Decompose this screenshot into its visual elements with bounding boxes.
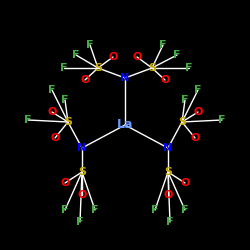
Text: N: N bbox=[164, 143, 172, 153]
Text: F: F bbox=[159, 40, 167, 50]
Text: S: S bbox=[78, 167, 86, 177]
Text: La: La bbox=[117, 118, 133, 132]
Text: F: F bbox=[151, 205, 159, 215]
Text: F: F bbox=[72, 50, 80, 60]
Text: F: F bbox=[61, 95, 69, 105]
Text: F: F bbox=[60, 63, 68, 73]
Text: F: F bbox=[194, 85, 202, 95]
Text: F: F bbox=[91, 205, 99, 215]
Text: O: O bbox=[108, 52, 118, 62]
Text: F: F bbox=[185, 63, 193, 73]
Text: F: F bbox=[86, 40, 94, 50]
Text: F: F bbox=[48, 85, 56, 95]
Text: N: N bbox=[120, 73, 130, 83]
Text: S: S bbox=[178, 117, 186, 127]
Text: O: O bbox=[193, 107, 203, 117]
Text: F: F bbox=[76, 217, 84, 227]
Text: O: O bbox=[77, 190, 87, 200]
Text: S: S bbox=[148, 63, 156, 73]
Text: O: O bbox=[163, 190, 173, 200]
Text: S: S bbox=[94, 63, 102, 73]
Text: O: O bbox=[60, 178, 70, 188]
Text: F: F bbox=[181, 95, 189, 105]
Text: F: F bbox=[173, 50, 181, 60]
Text: O: O bbox=[132, 52, 142, 62]
Text: O: O bbox=[47, 107, 57, 117]
Text: F: F bbox=[181, 205, 189, 215]
Text: O: O bbox=[50, 133, 60, 143]
Text: O: O bbox=[190, 133, 200, 143]
Text: F: F bbox=[24, 115, 32, 125]
Text: O: O bbox=[80, 75, 90, 85]
Text: S: S bbox=[64, 117, 72, 127]
Text: S: S bbox=[164, 167, 172, 177]
Text: N: N bbox=[78, 143, 87, 153]
Text: F: F bbox=[61, 205, 69, 215]
Text: F: F bbox=[166, 217, 174, 227]
Text: F: F bbox=[218, 115, 226, 125]
Text: O: O bbox=[160, 75, 170, 85]
Text: O: O bbox=[180, 178, 190, 188]
